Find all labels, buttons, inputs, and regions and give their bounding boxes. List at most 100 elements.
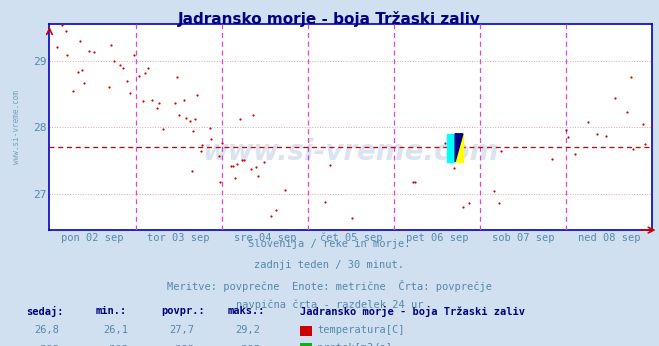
Point bbox=[449, 165, 460, 171]
Point bbox=[152, 105, 163, 111]
Point bbox=[109, 58, 119, 64]
Point bbox=[638, 121, 648, 127]
Point bbox=[154, 100, 165, 105]
Point bbox=[258, 159, 269, 164]
Text: maks.:: maks.: bbox=[227, 306, 265, 316]
Polygon shape bbox=[455, 134, 463, 162]
Text: 27,7: 27,7 bbox=[169, 325, 194, 335]
Point bbox=[147, 97, 158, 102]
Point bbox=[583, 119, 593, 125]
Point bbox=[280, 187, 291, 193]
Point bbox=[253, 174, 264, 179]
Text: Slovenija / reke in morje.: Slovenija / reke in morje. bbox=[248, 239, 411, 249]
Point bbox=[600, 133, 611, 138]
Point bbox=[61, 29, 71, 34]
Point bbox=[647, 123, 658, 129]
Point bbox=[118, 65, 129, 71]
Point bbox=[89, 49, 100, 55]
Point bbox=[51, 45, 62, 50]
Point bbox=[190, 117, 200, 122]
Point bbox=[197, 143, 208, 148]
Point bbox=[174, 112, 185, 118]
Point bbox=[246, 167, 256, 172]
Point bbox=[627, 146, 638, 151]
Point bbox=[251, 165, 262, 170]
Point bbox=[228, 163, 239, 169]
Text: temperatura[C]: temperatura[C] bbox=[317, 325, 405, 335]
Point bbox=[181, 116, 192, 121]
Point bbox=[206, 136, 217, 142]
Point bbox=[158, 126, 168, 132]
Text: sedaj:: sedaj: bbox=[26, 306, 64, 317]
Point bbox=[320, 199, 330, 204]
Point bbox=[625, 74, 636, 80]
Point bbox=[134, 73, 145, 78]
Point bbox=[440, 140, 451, 146]
Point bbox=[103, 84, 114, 90]
Point bbox=[622, 110, 633, 115]
Text: Meritve: povprečne  Enote: metrične  Črta: povprečje: Meritve: povprečne Enote: metrične Črta:… bbox=[167, 280, 492, 292]
Point bbox=[570, 152, 581, 157]
Point bbox=[57, 22, 67, 28]
Point bbox=[204, 125, 215, 130]
Text: -nan: -nan bbox=[235, 343, 260, 346]
Point bbox=[143, 65, 154, 71]
Text: -nan: -nan bbox=[34, 343, 59, 346]
Point bbox=[561, 128, 571, 133]
Point bbox=[138, 99, 148, 104]
Point bbox=[214, 153, 224, 158]
Text: navpična črta - razdelek 24 ur: navpična črta - razdelek 24 ur bbox=[236, 300, 423, 310]
Point bbox=[215, 179, 225, 185]
Point bbox=[68, 88, 78, 93]
Point bbox=[496, 148, 507, 154]
Point bbox=[248, 112, 258, 118]
Point bbox=[610, 96, 620, 101]
Point bbox=[271, 207, 281, 212]
Point bbox=[105, 42, 116, 47]
Text: -nan: -nan bbox=[169, 343, 194, 346]
Text: povpr.:: povpr.: bbox=[161, 306, 205, 316]
Point bbox=[325, 162, 335, 168]
Point bbox=[84, 48, 94, 54]
Point bbox=[397, 227, 407, 233]
Point bbox=[73, 69, 84, 74]
Text: zadnji teden / 30 minut.: zadnji teden / 30 minut. bbox=[254, 260, 405, 270]
Point bbox=[185, 118, 195, 124]
Polygon shape bbox=[455, 134, 463, 162]
Text: pretok[m3/s]: pretok[m3/s] bbox=[317, 343, 392, 346]
Point bbox=[563, 134, 573, 139]
Point bbox=[409, 179, 420, 185]
Point bbox=[192, 92, 202, 98]
Point bbox=[235, 117, 246, 122]
Text: 26,8: 26,8 bbox=[34, 325, 59, 335]
Text: 29,2: 29,2 bbox=[235, 325, 260, 335]
Point bbox=[266, 213, 276, 219]
Point bbox=[179, 97, 190, 102]
Point bbox=[74, 39, 85, 44]
Text: 26,1: 26,1 bbox=[103, 325, 129, 335]
Point bbox=[170, 100, 181, 106]
Point bbox=[408, 179, 418, 185]
Point bbox=[229, 175, 240, 181]
Point bbox=[640, 142, 650, 147]
Point bbox=[121, 79, 132, 84]
Point bbox=[62, 53, 72, 58]
Point bbox=[186, 168, 197, 174]
Point bbox=[188, 129, 199, 134]
Polygon shape bbox=[447, 134, 455, 162]
Point bbox=[140, 70, 150, 76]
Point bbox=[195, 148, 206, 154]
Point bbox=[546, 156, 557, 162]
Point bbox=[489, 189, 500, 194]
Point bbox=[237, 158, 247, 163]
Point bbox=[458, 204, 469, 209]
Point bbox=[307, 229, 318, 235]
Point bbox=[76, 68, 87, 73]
Point bbox=[231, 162, 242, 167]
Point bbox=[172, 74, 183, 80]
Point bbox=[115, 62, 125, 67]
Point bbox=[337, 227, 348, 233]
Point bbox=[125, 91, 136, 96]
Point bbox=[591, 131, 602, 137]
Text: www.si-vreme.com: www.si-vreme.com bbox=[203, 138, 499, 166]
